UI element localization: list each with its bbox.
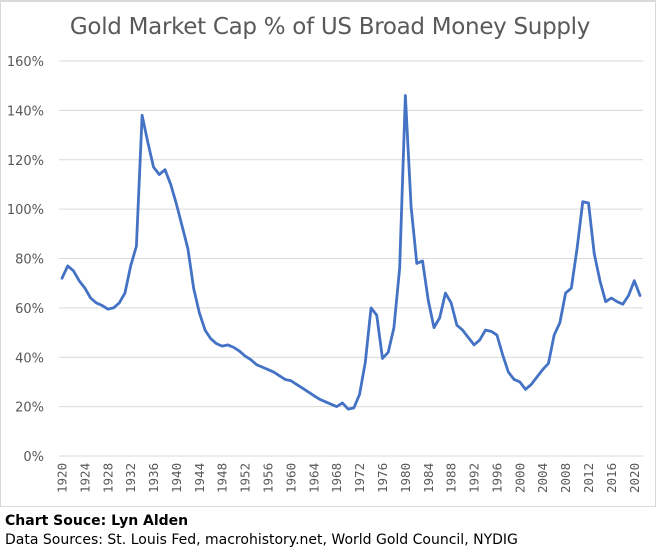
line-chart: 0%20%40%60%80%100%120%140%160% 1920 1924 1…: [7, 55, 643, 493]
y-tick-label: 100%: [7, 203, 44, 218]
y-tick-label: 0%: [23, 450, 44, 465]
x-tick-label: 1972: [352, 463, 367, 493]
x-axis-tick-labels: 1920 1924 1928 1932 1936 1940 1944 1948 1952 1956…: [55, 463, 642, 493]
gridlines: [59, 60, 643, 457]
x-tick-label: 1936: [146, 463, 161, 493]
x-tick-label: 1944: [192, 463, 207, 493]
y-axis-tick-labels: 0% 20% 40% 60% 80% 100% 120% 140% 160%: [7, 55, 44, 465]
y-tick-label: 80%: [15, 253, 44, 268]
chart-title: Gold Market Cap % of US Broad Money Supp…: [69, 14, 591, 40]
y-tick-label: 20%: [15, 401, 44, 416]
x-tick-label: 2008: [558, 463, 573, 493]
y-tick-label: 60%: [15, 302, 44, 317]
x-tick-label: 1988: [444, 463, 459, 493]
x-tick-label: 1980: [398, 463, 413, 493]
y-tick-label: 120%: [7, 154, 44, 169]
x-tick-label: 1968: [329, 463, 344, 493]
x-tick-label: 1924: [77, 463, 92, 493]
series-group: [60, 94, 642, 411]
x-tick-label: 1928: [100, 463, 115, 493]
x-tick-label: 1948: [215, 463, 230, 493]
x-tick-label: 1932: [123, 463, 138, 493]
x-tick-label: 1920: [55, 463, 70, 493]
x-tick-label: 1940: [169, 463, 184, 493]
x-tick-label: 2020: [627, 463, 642, 493]
series-line: [60, 94, 642, 411]
y-tick-label: 40%: [15, 351, 44, 366]
x-tick-label: 2004: [535, 463, 550, 493]
x-tick-label: 1964: [306, 463, 321, 493]
x-tick-label: 1960: [283, 463, 298, 493]
chart-frame: [0, 0, 656, 507]
y-tick-label: 140%: [7, 104, 44, 119]
x-tick-label: 1996: [489, 463, 504, 493]
x-tick-label: 2000: [512, 463, 527, 493]
x-tick-label: 1992: [467, 463, 482, 493]
x-tick-label: 1956: [261, 463, 276, 493]
x-tick-label: 1984: [421, 463, 436, 493]
x-tick-label: 1952: [238, 463, 253, 493]
data-sources-credit: Data Sources: St. Louis Fed, macrohistor…: [5, 532, 518, 548]
x-tick-label: 1976: [375, 463, 390, 493]
x-tick-label: 2012: [581, 463, 596, 493]
chart-source-credit: Chart Souce: Lyn Alden: [5, 513, 189, 529]
y-tick-label: 160%: [7, 55, 44, 70]
x-tick-label: 2016: [604, 463, 619, 493]
